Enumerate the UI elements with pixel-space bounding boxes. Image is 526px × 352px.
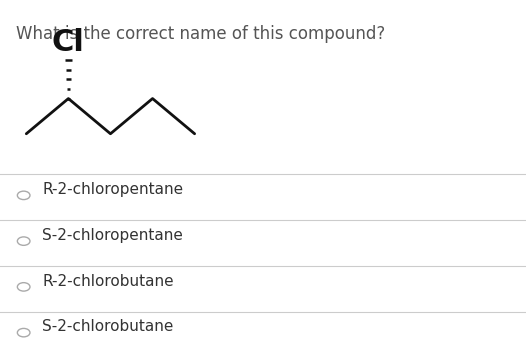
Text: S-2-chlorobutane: S-2-chlorobutane <box>42 319 174 334</box>
Text: R-2-chloropentane: R-2-chloropentane <box>42 182 183 197</box>
Text: Cl: Cl <box>52 28 85 57</box>
Text: S-2-chloropentane: S-2-chloropentane <box>42 228 183 243</box>
Text: What is the correct name of this compound?: What is the correct name of this compoun… <box>16 25 385 43</box>
Text: R-2-chlorobutane: R-2-chlorobutane <box>42 274 174 289</box>
